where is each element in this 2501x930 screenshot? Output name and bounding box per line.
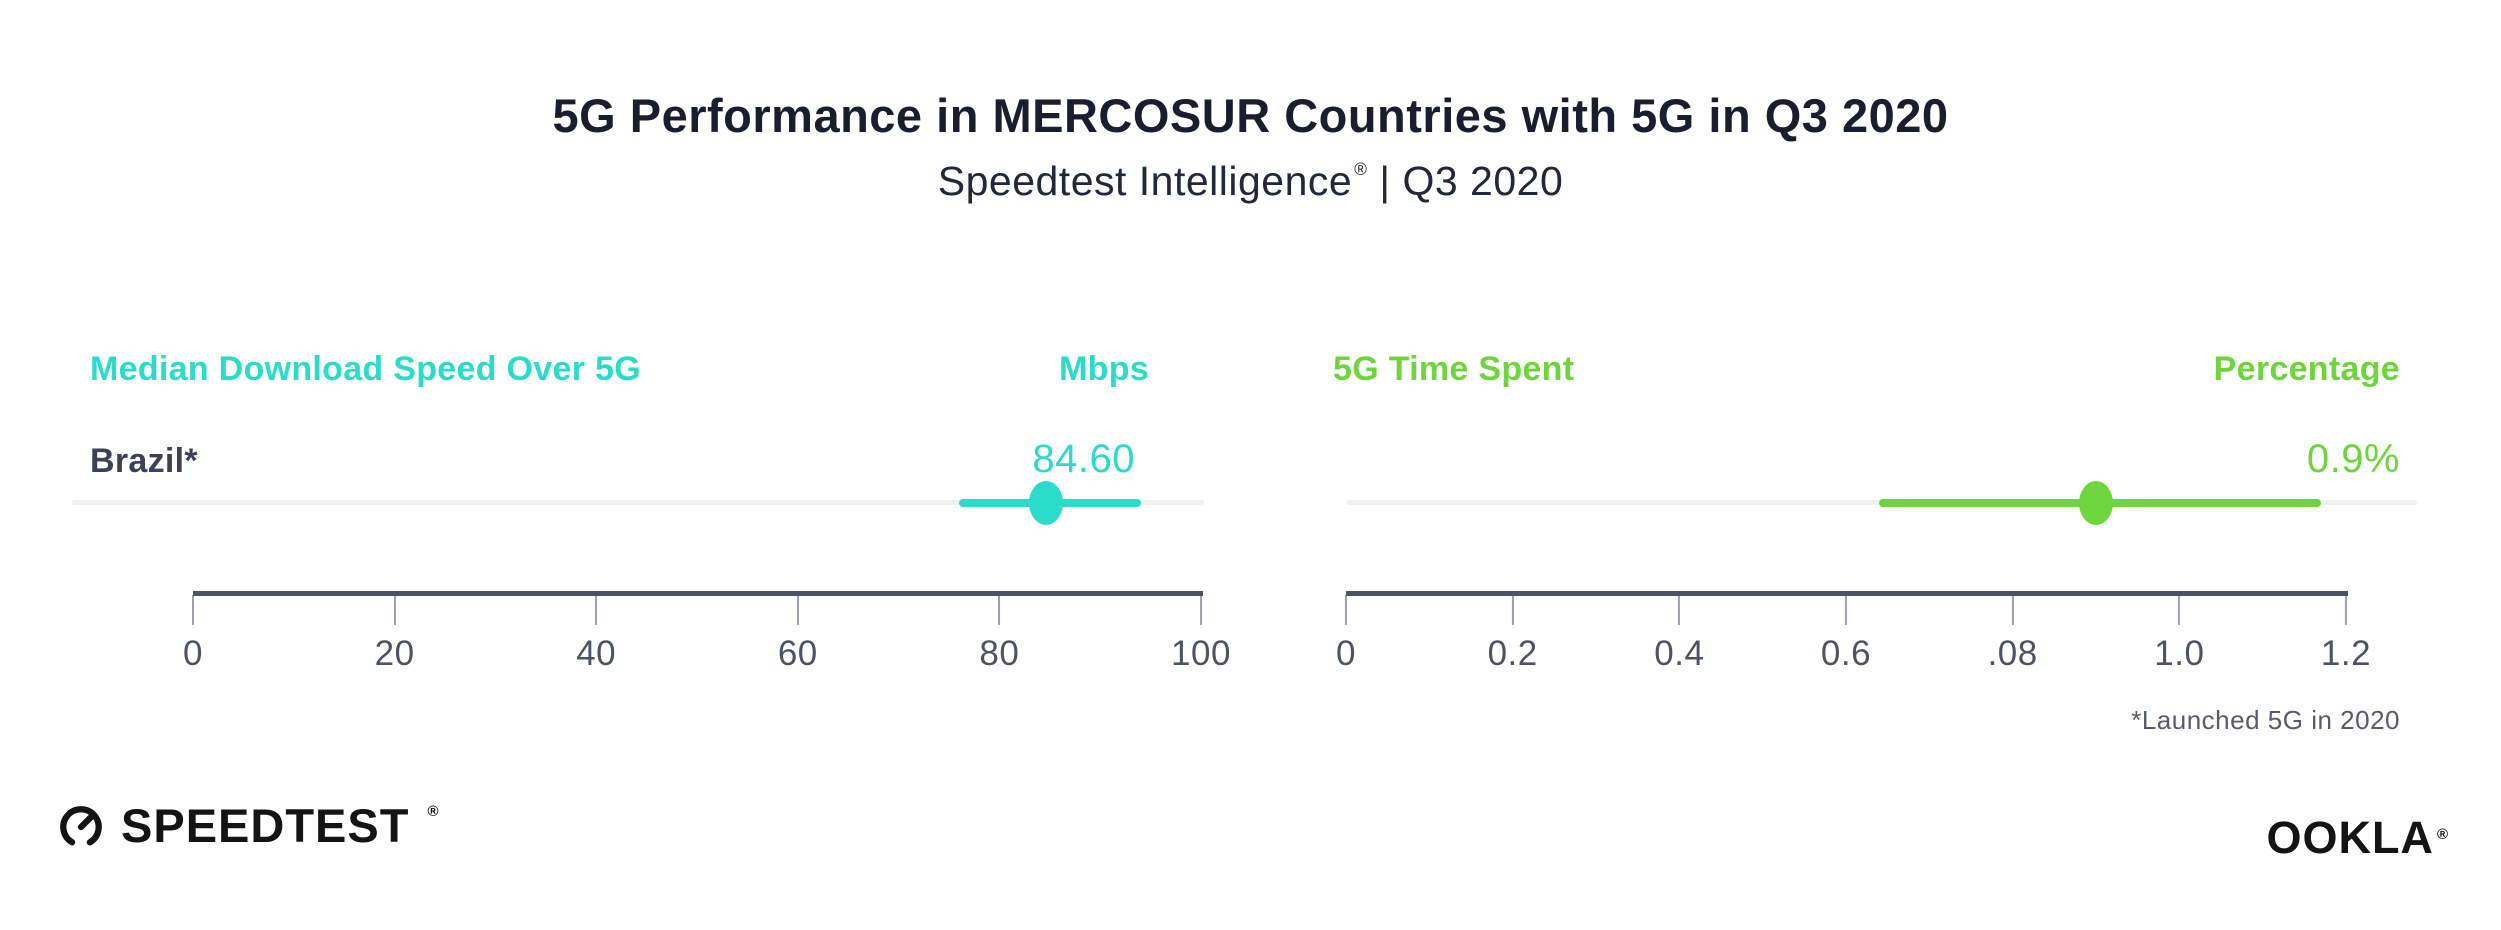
speedtest-logo: SPEEDTEST ® bbox=[56, 798, 439, 853]
tick-mark bbox=[2011, 595, 2014, 625]
ookla-wordmark: OOKLA bbox=[2266, 812, 2434, 863]
axis-tick: 0 bbox=[1336, 591, 1356, 674]
tick-label: 0 bbox=[1336, 634, 1356, 673]
tick-mark bbox=[595, 595, 598, 625]
data-point-marker bbox=[1028, 481, 1063, 525]
tick-mark bbox=[1200, 595, 1202, 625]
axis-tick: 100 bbox=[1171, 591, 1231, 674]
data-point-marker bbox=[2079, 481, 2113, 525]
time-spent-x-axis: 0 0.2 0.4 0.6 .08 1.0 1.2 bbox=[1336, 591, 2371, 691]
registered-mark: ® bbox=[1354, 159, 1368, 180]
download-speed-x-axis: 0 20 40 60 80 100 bbox=[183, 591, 1230, 691]
axis-tick: 0.2 bbox=[1488, 591, 1538, 674]
speedtest-gauge-icon bbox=[56, 803, 106, 849]
tick-label: .08 bbox=[1987, 634, 2038, 673]
page-subtitle: Speedtest Intelligence ® | Q3 2020 bbox=[0, 158, 2501, 205]
tick-label: 0 bbox=[183, 634, 203, 673]
tick-mark bbox=[796, 595, 799, 625]
axis-line bbox=[193, 591, 1203, 596]
tick-label: 40 bbox=[576, 634, 617, 673]
axis-tick: 1.2 bbox=[2321, 591, 2371, 674]
axis-tick: 1.0 bbox=[2154, 591, 2204, 674]
download-speed-plot bbox=[193, 340, 1201, 570]
country-label-brazil: Brazil* bbox=[90, 442, 198, 480]
tick-mark bbox=[2345, 595, 2347, 625]
tick-label: 100 bbox=[1171, 634, 1231, 673]
axis-tick: 0.6 bbox=[1821, 591, 1871, 674]
tick-mark bbox=[1511, 595, 1514, 625]
axis-tick: 20 bbox=[375, 591, 415, 674]
tick-mark bbox=[998, 595, 1001, 625]
page-title: 5G Performance in MERCOSUR Countries wit… bbox=[552, 89, 1949, 142]
axis-line bbox=[1346, 591, 2348, 596]
download-speed-value: 84.60 bbox=[1032, 437, 1135, 481]
time-spent-value: 0.9% bbox=[2306, 437, 2400, 481]
tick-mark bbox=[1678, 595, 1681, 625]
ookla-logo: OOKLA ® bbox=[2266, 812, 2449, 864]
tick-label: 20 bbox=[374, 634, 415, 673]
speedtest-wordmark: SPEEDTEST bbox=[121, 799, 410, 852]
axis-ticks: 0 0.2 0.4 0.6 .08 1.0 1.2 bbox=[1336, 591, 2371, 691]
tick-label: 0.2 bbox=[1487, 634, 1538, 673]
footnote: *Launched 5G in 2020 bbox=[2131, 705, 2400, 735]
axis-tick: 80 bbox=[979, 591, 1019, 674]
tick-label: 60 bbox=[777, 634, 818, 673]
subtitle-brand: Speedtest Intelligence bbox=[937, 158, 1353, 204]
speedtest-registered-mark: ® bbox=[427, 803, 439, 820]
tick-label: 80 bbox=[979, 634, 1020, 673]
axis-tick: 0.4 bbox=[1654, 591, 1704, 674]
tick-mark bbox=[393, 595, 396, 625]
time-spent-panel: 5G Time Spent Percentage 0.9% 0 0.2 0.4 0.6… bbox=[1333, 340, 2417, 700]
tick-mark bbox=[192, 595, 194, 625]
row-baseline bbox=[72, 500, 1204, 505]
time-spent-panel-title: 5G Time Spent bbox=[1333, 350, 1575, 388]
subtitle-period: | Q3 2020 bbox=[1379, 158, 1564, 204]
axis-tick: 40 bbox=[576, 591, 616, 674]
axis-ticks: 0 20 40 60 80 100 bbox=[183, 591, 1230, 691]
download-speed-panel: Median Download Speed Over 5G Mbps Brazi… bbox=[72, 340, 1230, 700]
tick-mark bbox=[2178, 595, 2181, 625]
tick-mark bbox=[1345, 595, 1347, 625]
time-spent-plot bbox=[1346, 340, 2346, 570]
tick-label: 1.0 bbox=[2154, 634, 2205, 673]
axis-tick: 60 bbox=[778, 591, 818, 674]
time-spent-unit-label: Percentage bbox=[2213, 350, 2400, 388]
download-speed-unit-label: Mbps bbox=[1059, 350, 1149, 388]
tick-label: 0.6 bbox=[1820, 634, 1872, 673]
axis-tick: 0 bbox=[183, 591, 203, 674]
tick-label: 1.2 bbox=[2320, 634, 2372, 673]
ookla-registered-mark: ® bbox=[2436, 826, 2449, 843]
tick-mark bbox=[1845, 595, 1847, 625]
download-speed-panel-title: Median Download Speed Over 5G bbox=[90, 350, 641, 388]
tick-label: 0.4 bbox=[1654, 634, 1705, 673]
axis-tick: .08 bbox=[1988, 591, 2038, 674]
